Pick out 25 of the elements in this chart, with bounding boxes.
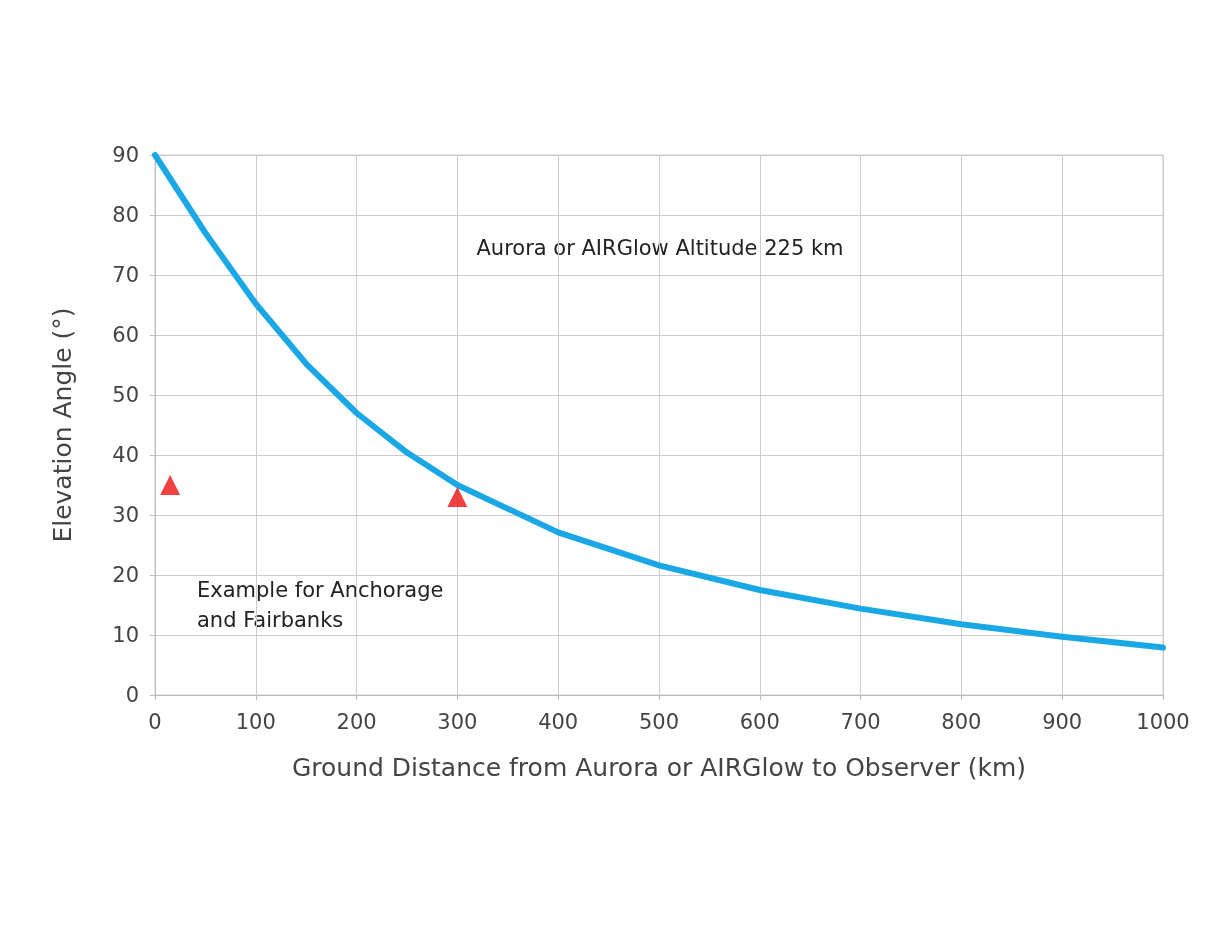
x-tick-label: 800 bbox=[941, 709, 982, 734]
x-tick-label: 600 bbox=[739, 709, 780, 734]
x-tick-label: 200 bbox=[336, 709, 377, 734]
x-tick-label: 100 bbox=[235, 709, 276, 734]
x-tick-label: 300 bbox=[437, 709, 478, 734]
annotation: Example for Anchorage and Fairbanks bbox=[197, 578, 451, 632]
y-tick-label: 60 bbox=[112, 323, 139, 347]
y-tick-label: 30 bbox=[112, 503, 139, 527]
x-tick-label: 500 bbox=[638, 709, 680, 734]
x-tick-label: 1000 bbox=[1136, 709, 1190, 734]
annotation: Aurora or AIRGlow Altitude 225 km bbox=[476, 236, 844, 260]
y-tick-label: 80 bbox=[112, 203, 139, 227]
y-axis-title: Elevation Angle (°) bbox=[48, 307, 77, 543]
y-tick-label: 90 bbox=[112, 143, 139, 167]
x-tick-label: 700 bbox=[840, 709, 881, 734]
y-tick-label: 10 bbox=[112, 623, 139, 647]
y-tick-label: 50 bbox=[112, 383, 139, 407]
y-tick-label: 0 bbox=[125, 683, 139, 707]
x-axis-title: Ground Distance from Aurora or AIRGlow to Observer (km) bbox=[291, 753, 1027, 782]
x-tick-label: 900 bbox=[1042, 709, 1083, 734]
x-tick-label: 400 bbox=[538, 709, 579, 734]
y-tick-label: 20 bbox=[112, 563, 139, 587]
y-tick-label: 70 bbox=[112, 263, 139, 287]
y-tick-label: 40 bbox=[112, 443, 139, 467]
x-tick-label: 0 bbox=[148, 709, 162, 734]
